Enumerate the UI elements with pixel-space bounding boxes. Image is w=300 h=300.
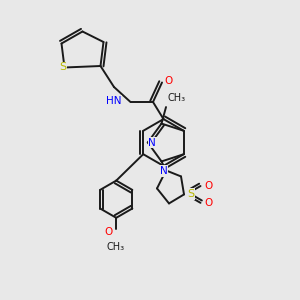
Text: O: O [204, 198, 212, 208]
Text: S: S [59, 62, 67, 73]
Text: HN: HN [106, 95, 122, 106]
Text: S: S [187, 189, 194, 199]
Text: N: N [160, 166, 167, 176]
Text: O: O [104, 227, 112, 237]
Text: O: O [204, 181, 212, 191]
Text: O: O [164, 76, 172, 86]
Text: CH₃: CH₃ [167, 94, 186, 103]
Text: CH₃: CH₃ [106, 242, 125, 252]
Text: N: N [148, 137, 156, 148]
